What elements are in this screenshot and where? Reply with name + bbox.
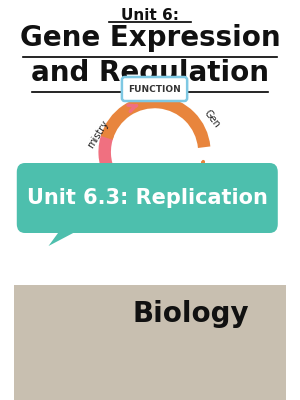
Text: Gene Expression: Gene Expression <box>20 24 280 52</box>
Text: mistry: mistry <box>86 118 111 150</box>
Polygon shape <box>49 225 88 246</box>
Text: FUNCTION: FUNCTION <box>128 84 181 94</box>
FancyBboxPatch shape <box>122 77 187 101</box>
Text: lecular Biology: lecular Biology <box>139 198 210 230</box>
FancyBboxPatch shape <box>17 163 278 233</box>
Text: Unit 6:: Unit 6: <box>121 8 179 23</box>
Text: Biology: Biology <box>133 300 249 328</box>
Text: and Regulation: and Regulation <box>31 59 269 87</box>
Bar <box>14 285 286 400</box>
Text: Unit 6.3: Replication: Unit 6.3: Replication <box>27 188 268 208</box>
Text: Gen: Gen <box>202 108 222 130</box>
